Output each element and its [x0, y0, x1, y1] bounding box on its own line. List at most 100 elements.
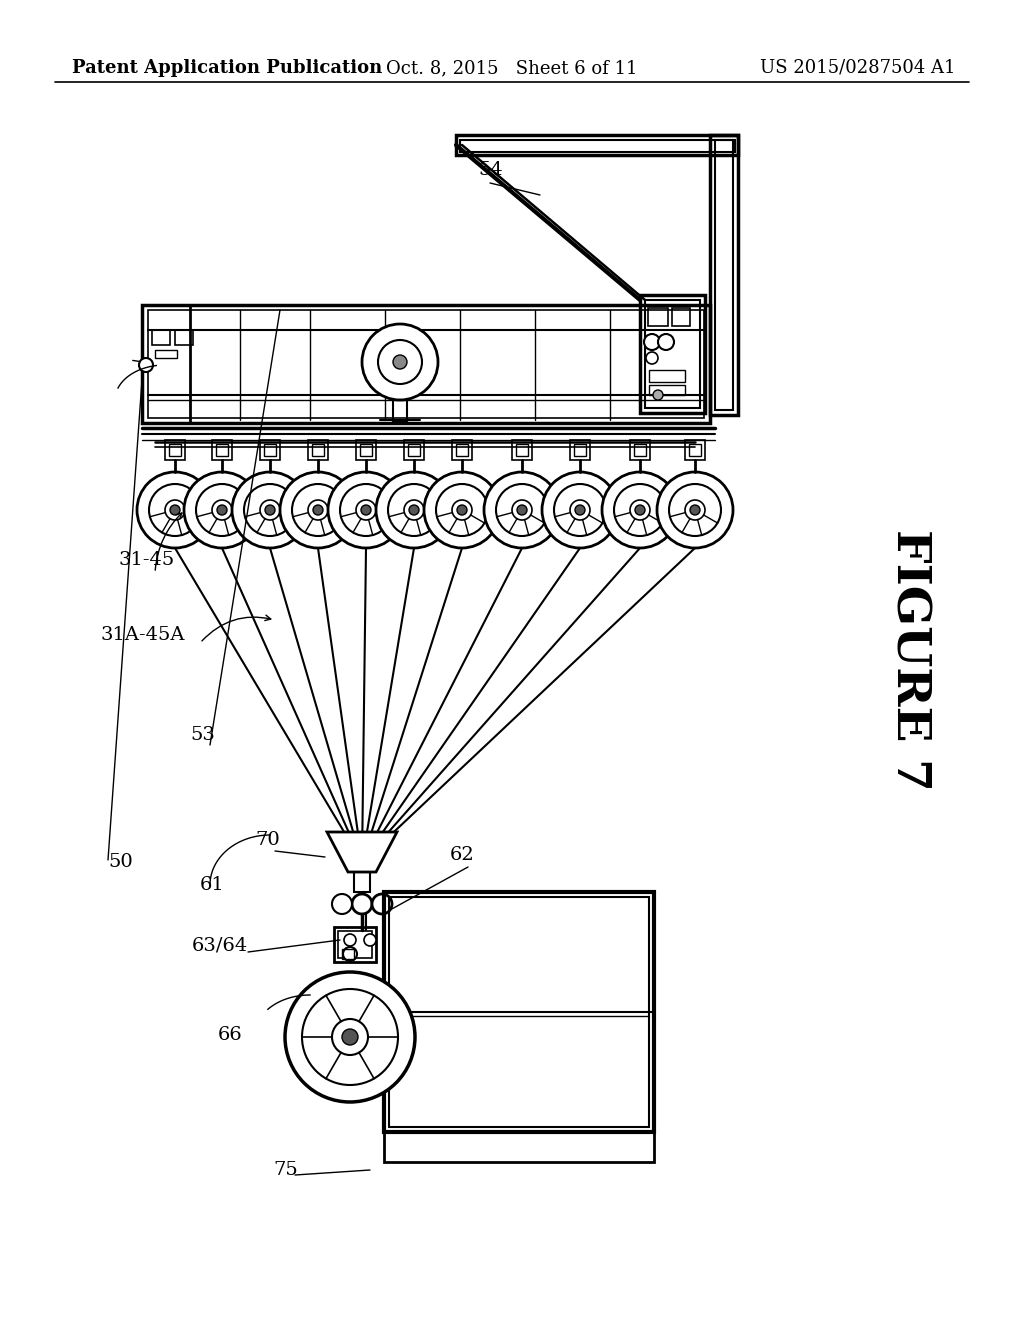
- Circle shape: [452, 500, 472, 520]
- Circle shape: [512, 500, 532, 520]
- Bar: [456, 135, 738, 154]
- Circle shape: [308, 500, 328, 520]
- Bar: [685, 440, 705, 459]
- Circle shape: [554, 484, 606, 536]
- Bar: [648, 308, 668, 326]
- Circle shape: [496, 484, 548, 536]
- Bar: [404, 440, 424, 459]
- Bar: [640, 294, 705, 413]
- Circle shape: [165, 500, 185, 520]
- Bar: [216, 444, 228, 455]
- Circle shape: [364, 935, 376, 946]
- Circle shape: [653, 389, 663, 400]
- Bar: [169, 444, 181, 455]
- Circle shape: [232, 473, 308, 548]
- Circle shape: [285, 972, 415, 1102]
- Bar: [389, 898, 649, 1127]
- Circle shape: [424, 473, 500, 548]
- Text: Patent Application Publication: Patent Application Publication: [72, 59, 382, 77]
- Circle shape: [352, 894, 372, 913]
- Circle shape: [150, 484, 201, 536]
- Circle shape: [484, 473, 560, 548]
- Bar: [152, 330, 170, 345]
- Circle shape: [646, 352, 658, 364]
- Text: Oct. 8, 2015   Sheet 6 of 11: Oct. 8, 2015 Sheet 6 of 11: [386, 59, 638, 77]
- Bar: [460, 140, 735, 152]
- Text: 50: 50: [108, 853, 133, 871]
- Circle shape: [343, 946, 357, 961]
- Bar: [308, 440, 328, 459]
- Text: 31A-45A: 31A-45A: [100, 626, 184, 644]
- Circle shape: [139, 358, 153, 372]
- Circle shape: [436, 484, 488, 536]
- Circle shape: [170, 506, 180, 515]
- Circle shape: [260, 500, 280, 520]
- Bar: [356, 440, 376, 459]
- Circle shape: [376, 473, 452, 548]
- Bar: [649, 385, 685, 395]
- Circle shape: [292, 484, 344, 536]
- Circle shape: [570, 500, 590, 520]
- Bar: [342, 949, 354, 960]
- Bar: [634, 444, 646, 455]
- Circle shape: [404, 500, 424, 520]
- Circle shape: [137, 473, 213, 548]
- Bar: [512, 440, 532, 459]
- Circle shape: [356, 500, 376, 520]
- Bar: [570, 440, 590, 459]
- Bar: [672, 308, 690, 326]
- Circle shape: [409, 506, 419, 515]
- Circle shape: [658, 334, 674, 350]
- Bar: [360, 444, 372, 455]
- Circle shape: [657, 473, 733, 548]
- Circle shape: [388, 484, 440, 536]
- Bar: [452, 440, 472, 459]
- Text: 63/64: 63/64: [193, 936, 248, 954]
- Bar: [715, 140, 733, 411]
- Bar: [384, 892, 654, 1133]
- Circle shape: [280, 473, 356, 548]
- Text: 54: 54: [478, 161, 503, 180]
- Bar: [155, 350, 177, 358]
- Text: US 2015/0287504 A1: US 2015/0287504 A1: [760, 59, 955, 77]
- Circle shape: [244, 484, 296, 536]
- Bar: [710, 135, 738, 414]
- Bar: [393, 400, 407, 422]
- Circle shape: [614, 484, 666, 536]
- Polygon shape: [327, 832, 397, 873]
- Bar: [212, 440, 232, 459]
- Circle shape: [342, 1030, 358, 1045]
- Bar: [175, 330, 193, 345]
- Text: 62: 62: [450, 846, 475, 865]
- Circle shape: [340, 484, 392, 536]
- Circle shape: [457, 506, 467, 515]
- Circle shape: [265, 506, 275, 515]
- Circle shape: [372, 894, 392, 913]
- Circle shape: [630, 500, 650, 520]
- Bar: [456, 444, 468, 455]
- Bar: [264, 444, 276, 455]
- Circle shape: [328, 473, 404, 548]
- Circle shape: [669, 484, 721, 536]
- Text: 61: 61: [200, 876, 224, 894]
- Circle shape: [393, 355, 407, 370]
- Circle shape: [344, 935, 356, 946]
- Bar: [148, 310, 705, 418]
- Bar: [312, 444, 324, 455]
- Bar: [334, 927, 376, 962]
- Circle shape: [378, 341, 422, 384]
- Circle shape: [690, 506, 700, 515]
- Bar: [260, 440, 280, 459]
- Bar: [408, 444, 420, 455]
- Circle shape: [644, 334, 660, 350]
- Circle shape: [685, 500, 705, 520]
- Circle shape: [602, 473, 678, 548]
- Text: 66: 66: [218, 1026, 243, 1044]
- Circle shape: [212, 500, 232, 520]
- Bar: [574, 444, 586, 455]
- Circle shape: [332, 894, 352, 913]
- Circle shape: [361, 506, 371, 515]
- Circle shape: [575, 506, 585, 515]
- Bar: [384, 1133, 654, 1162]
- Bar: [354, 873, 370, 892]
